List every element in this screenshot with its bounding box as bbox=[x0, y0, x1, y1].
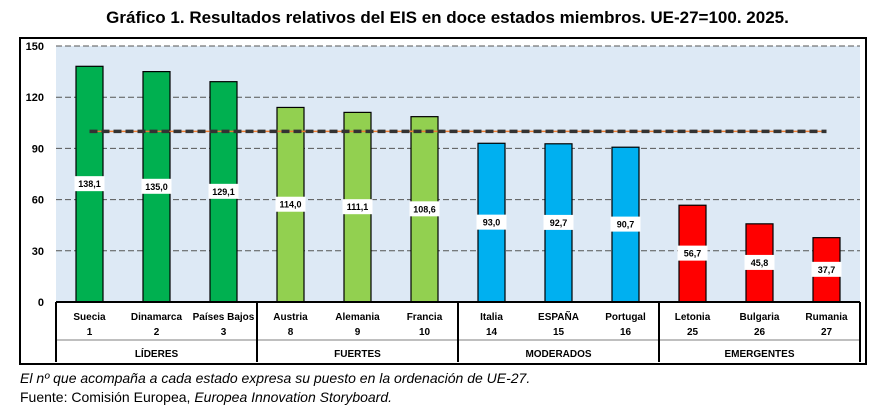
value-label: 129,1 bbox=[212, 187, 235, 197]
value-label-box bbox=[744, 254, 775, 270]
rank-label: 27 bbox=[821, 327, 833, 338]
category-label: Bulgaria bbox=[739, 312, 779, 323]
group-label: LÍDERES bbox=[135, 347, 179, 360]
rank-label: 16 bbox=[620, 327, 632, 338]
value-label-box bbox=[275, 196, 306, 212]
rank-label: 1 bbox=[87, 327, 93, 338]
rank-label: 3 bbox=[221, 327, 227, 338]
value-label-box bbox=[811, 261, 842, 277]
category-label: Rumania bbox=[805, 312, 848, 323]
category-label: Alemania bbox=[335, 312, 380, 323]
y-tick-label: 120 bbox=[26, 92, 44, 104]
category-label: Austria bbox=[273, 312, 308, 323]
value-label: 135,0 bbox=[145, 182, 168, 192]
rank-label: 14 bbox=[486, 327, 498, 338]
value-label: 56,7 bbox=[684, 249, 702, 259]
value-label-box bbox=[342, 199, 373, 215]
group-label: MODERADOS bbox=[525, 349, 591, 360]
category-label: Francia bbox=[407, 312, 443, 323]
value-label-box bbox=[409, 201, 440, 217]
value-label-box bbox=[74, 176, 105, 192]
value-label-box bbox=[141, 178, 172, 194]
y-tick-label: 90 bbox=[32, 143, 44, 155]
value-label: 37,7 bbox=[818, 265, 836, 275]
value-label: 138,1 bbox=[78, 179, 101, 189]
group-label: FUERTES bbox=[334, 349, 381, 360]
rank-label: 15 bbox=[553, 327, 565, 338]
value-label: 114,0 bbox=[279, 200, 301, 210]
value-label-box bbox=[610, 216, 641, 232]
rank-label: 25 bbox=[687, 327, 699, 338]
rank-label: 2 bbox=[154, 327, 160, 338]
value-label-box bbox=[208, 183, 239, 199]
value-label: 90,7 bbox=[617, 220, 635, 230]
y-tick-label: 60 bbox=[32, 195, 44, 207]
y-tick-label: 150 bbox=[26, 41, 44, 53]
category-label: Italia bbox=[480, 312, 503, 323]
value-label: 93,0 bbox=[483, 218, 501, 228]
category-label: Dinamarca bbox=[131, 312, 183, 323]
category-label: ESPAÑA bbox=[538, 310, 579, 323]
plot-area bbox=[56, 46, 860, 302]
category-label: Suecia bbox=[73, 312, 106, 323]
rank-label: 26 bbox=[754, 327, 766, 338]
source-prefix: Fuente: Comisión Europea, bbox=[20, 389, 195, 405]
rank-label: 9 bbox=[355, 327, 361, 338]
source-title: Europea Innovation Storyboard. bbox=[194, 389, 393, 405]
value-label: 45,8 bbox=[751, 258, 769, 268]
y-tick-label: 30 bbox=[32, 246, 44, 258]
category-label: Letonia bbox=[675, 312, 711, 323]
rank-label: 10 bbox=[419, 327, 431, 338]
value-label: 111,1 bbox=[347, 202, 369, 212]
chart-title: Gráfico 1. Resultados relativos del EIS … bbox=[106, 8, 789, 27]
value-label: 92,7 bbox=[550, 218, 568, 228]
value-label: 108,6 bbox=[413, 204, 436, 214]
category-label: Portugal bbox=[605, 312, 646, 323]
value-label-box bbox=[543, 214, 574, 230]
y-tick-label: 0 bbox=[38, 297, 44, 309]
ranking-note: El nº que acompaña a cada estado expresa… bbox=[20, 370, 531, 386]
category-label: Países Bajos bbox=[193, 312, 255, 323]
value-label-box bbox=[476, 214, 507, 230]
rank-label: 8 bbox=[288, 327, 294, 338]
group-label: EMERGENTES bbox=[724, 349, 794, 360]
value-label-box bbox=[677, 245, 708, 261]
source-note: Fuente: Comisión Europea, Europea Innova… bbox=[20, 389, 392, 405]
